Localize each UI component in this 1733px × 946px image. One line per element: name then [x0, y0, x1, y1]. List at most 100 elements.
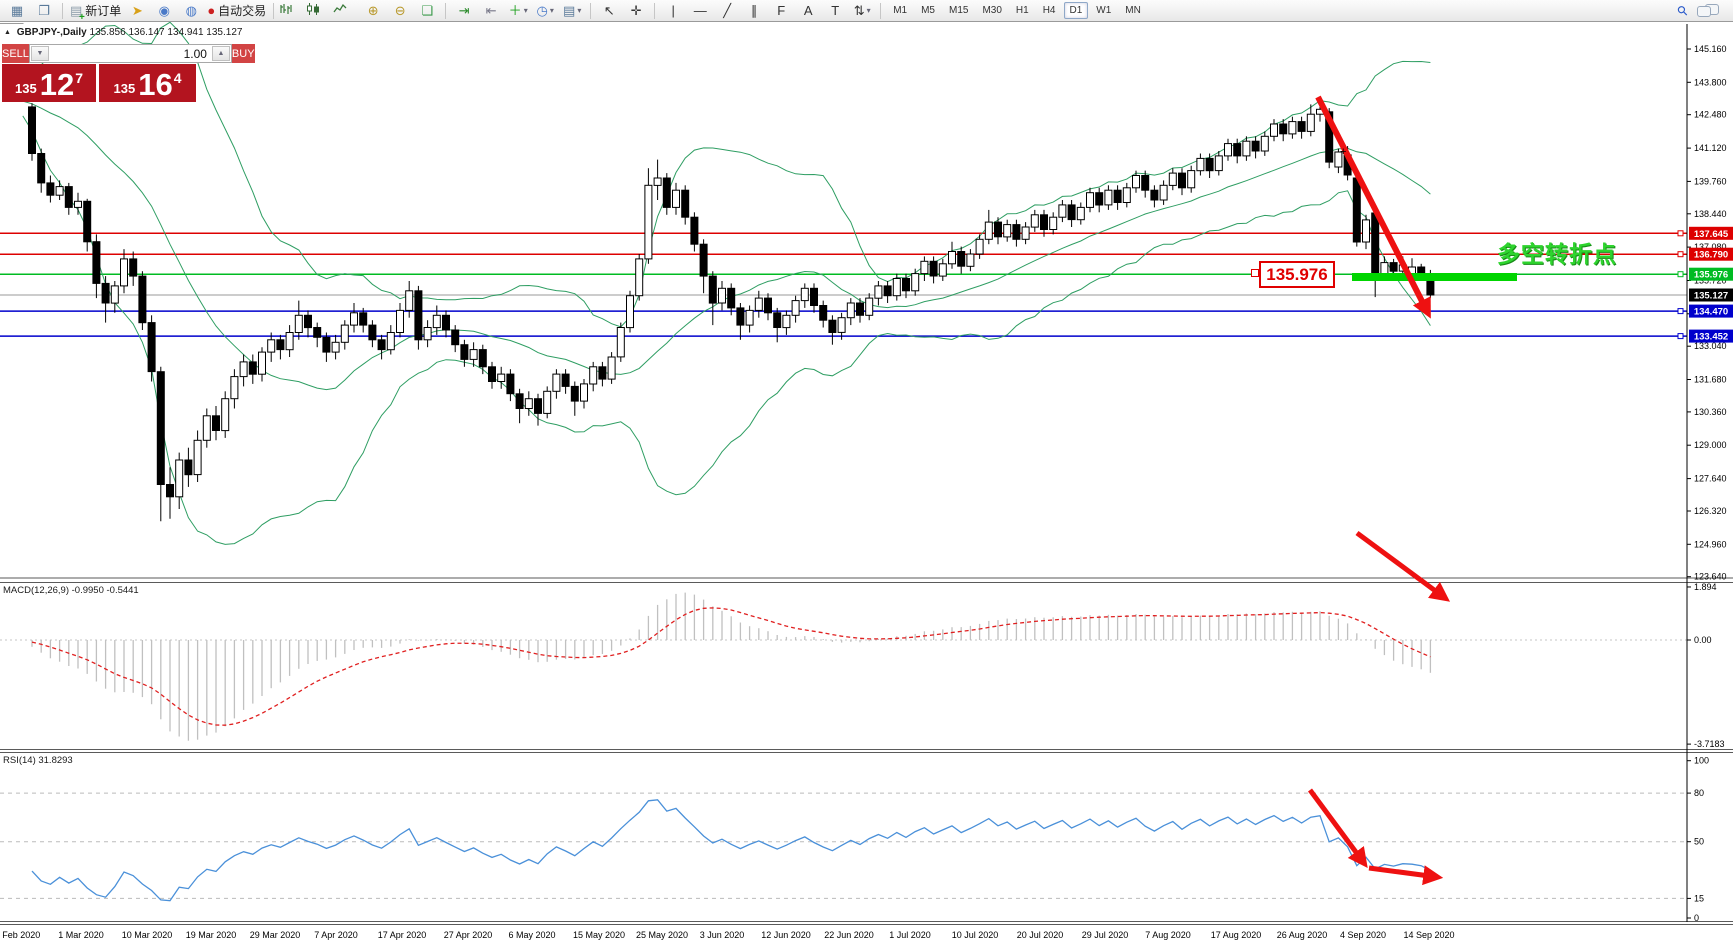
vertical-line-icon[interactable]: |: [660, 2, 686, 20]
level-handle[interactable]: [1677, 230, 1684, 237]
volume-down-spinner[interactable]: ▼: [30, 46, 49, 61]
auto-scroll-icon[interactable]: ⇥: [451, 2, 477, 20]
indicators-button[interactable]: ＋ ▾: [505, 2, 531, 20]
timeframe-d1[interactable]: D1: [1063, 2, 1089, 19]
x-tick-label: 22 Jun 2020: [824, 930, 874, 940]
tile-windows-icon[interactable]: ❏: [414, 2, 440, 20]
sell-button[interactable]: SELL: [2, 44, 29, 63]
candle-body: [469, 349, 478, 360]
candle-body: [994, 221, 1002, 238]
timeframe-mn[interactable]: MN: [1125, 5, 1141, 16]
periods-button[interactable]: ◷ ▾: [532, 2, 558, 20]
y-tick-label: 131.680: [1694, 375, 1727, 385]
charts-grid-icon[interactable]: ▦: [4, 2, 30, 20]
level-handle[interactable]: [1677, 271, 1684, 278]
candle-body: [1297, 121, 1306, 132]
macd-signal-line: [31, 607, 1431, 726]
chart-shift-icon[interactable]: ⇤: [478, 2, 504, 20]
zoom-out-icon[interactable]: ⊖: [387, 2, 413, 20]
candle-body: [975, 238, 984, 255]
vertical-line-icon: |: [671, 2, 675, 18]
timeframe-m30[interactable]: M30: [982, 5, 1002, 16]
candle-body: [83, 200, 92, 243]
candle-body: [1178, 172, 1186, 189]
candle-body: [543, 390, 552, 414]
red-trend-arrow[interactable]: [1368, 865, 1444, 886]
candlestick-mode-icon[interactable]: [306, 2, 332, 20]
candle-body: [865, 297, 874, 316]
timeframe-m15[interactable]: M15: [949, 5, 969, 16]
buy-price-button[interactable]: 135 16 4: [99, 64, 196, 102]
level-handle[interactable]: [1677, 308, 1684, 315]
templates-button[interactable]: ▤ ▾: [559, 2, 585, 20]
new-order-button-label: 新订单: [85, 3, 122, 18]
y-tick-label: 138.440: [1694, 209, 1727, 219]
text-icon[interactable]: A: [795, 2, 821, 20]
candle-body: [626, 295, 634, 329]
candle-body: [846, 302, 855, 319]
timeframe-h1[interactable]: H1: [1015, 5, 1029, 16]
search-icon[interactable]: ⚲: [1670, 1, 1696, 20]
zoom-in-icon: ⊕: [367, 2, 379, 18]
timeframe-m1[interactable]: M1: [893, 5, 908, 16]
timeframe-m5[interactable]: M5: [921, 5, 935, 16]
new-order-button[interactable]: ▤ + 新订单: [68, 2, 123, 23]
axis-price-box: [1689, 226, 1733, 240]
toolbar-separator: [62, 2, 63, 19]
level-handle[interactable]: [1677, 333, 1684, 340]
volume-up-spinner[interactable]: ▲: [211, 46, 230, 61]
sell-price-sup: 7: [75, 70, 83, 86]
crosshair-icon[interactable]: ✛: [623, 2, 649, 20]
buy-button[interactable]: BUY: [231, 44, 255, 63]
candle-body: [662, 177, 671, 208]
red-trend-arrow[interactable]: [1315, 95, 1431, 319]
text-icon: A: [803, 2, 813, 18]
bar-chart-mode-icon[interactable]: [279, 2, 305, 20]
candle-body: [515, 393, 524, 409]
callout-anchor-handle[interactable]: [1251, 269, 1259, 277]
zoom-in-icon[interactable]: ⊕: [360, 2, 386, 20]
candle-body: [497, 373, 506, 383]
fibonacci-icon[interactable]: F: [768, 2, 794, 20]
expert-advisors-icon[interactable]: ➤: [124, 2, 150, 20]
candle-body: [423, 327, 432, 341]
data-window-icon[interactable]: ❐: [31, 2, 57, 20]
candle-body: [1058, 204, 1067, 218]
community-icon[interactable]: ◉: [151, 2, 177, 20]
sell-price-button[interactable]: 135 12 7: [2, 64, 96, 102]
equidistant-channel-icon[interactable]: ∥: [741, 2, 767, 20]
y-tick-label: 123.640: [1694, 572, 1727, 582]
support-highlight-bar[interactable]: [1352, 273, 1517, 281]
candle-body: [368, 324, 377, 341]
timeframe-h4[interactable]: H4: [1042, 5, 1056, 16]
candle-body: [267, 339, 276, 353]
price-callout-label[interactable]: 135.976: [1259, 261, 1335, 288]
dropdown-arrow-icon[interactable]: ▾: [549, 5, 554, 15]
chat-icon[interactable]: [1697, 3, 1723, 18]
arrows-button[interactable]: ⇅ ▾: [849, 2, 875, 20]
volume-input[interactable]: [49, 45, 211, 62]
trendline-icon[interactable]: ╱: [714, 2, 740, 20]
candle-body: [561, 373, 570, 387]
candle-body: [1306, 113, 1315, 132]
candle-body: [616, 327, 625, 358]
candle-body: [28, 106, 36, 154]
line-chart-mode-icon[interactable]: [333, 2, 359, 20]
level-handle[interactable]: [1677, 251, 1684, 258]
dropdown-arrow-icon[interactable]: ▾: [866, 5, 871, 15]
dropdown-arrow-icon[interactable]: ▾: [577, 5, 582, 15]
dropdown-arrow-icon[interactable]: ▾: [523, 5, 528, 15]
turning-point-annotation[interactable]: 多空转折点: [1497, 241, 1617, 267]
red-trend-arrow[interactable]: [1307, 788, 1368, 869]
axis-price-box-label: 135.127: [1694, 291, 1728, 302]
auto-trading-button[interactable]: ● 自动交易: [205, 2, 268, 20]
axis-price-box: [1689, 267, 1733, 281]
candle-body: [101, 282, 110, 304]
red-trend-arrow[interactable]: [1355, 530, 1451, 602]
text-label-icon[interactable]: T: [822, 2, 848, 20]
horizontal-line-icon[interactable]: —: [687, 2, 713, 20]
signals-icon[interactable]: ◍: [178, 2, 204, 20]
candle-body: [1122, 187, 1131, 204]
timeframe-w1[interactable]: W1: [1096, 5, 1112, 16]
cursor-icon[interactable]: ↖: [596, 2, 622, 20]
